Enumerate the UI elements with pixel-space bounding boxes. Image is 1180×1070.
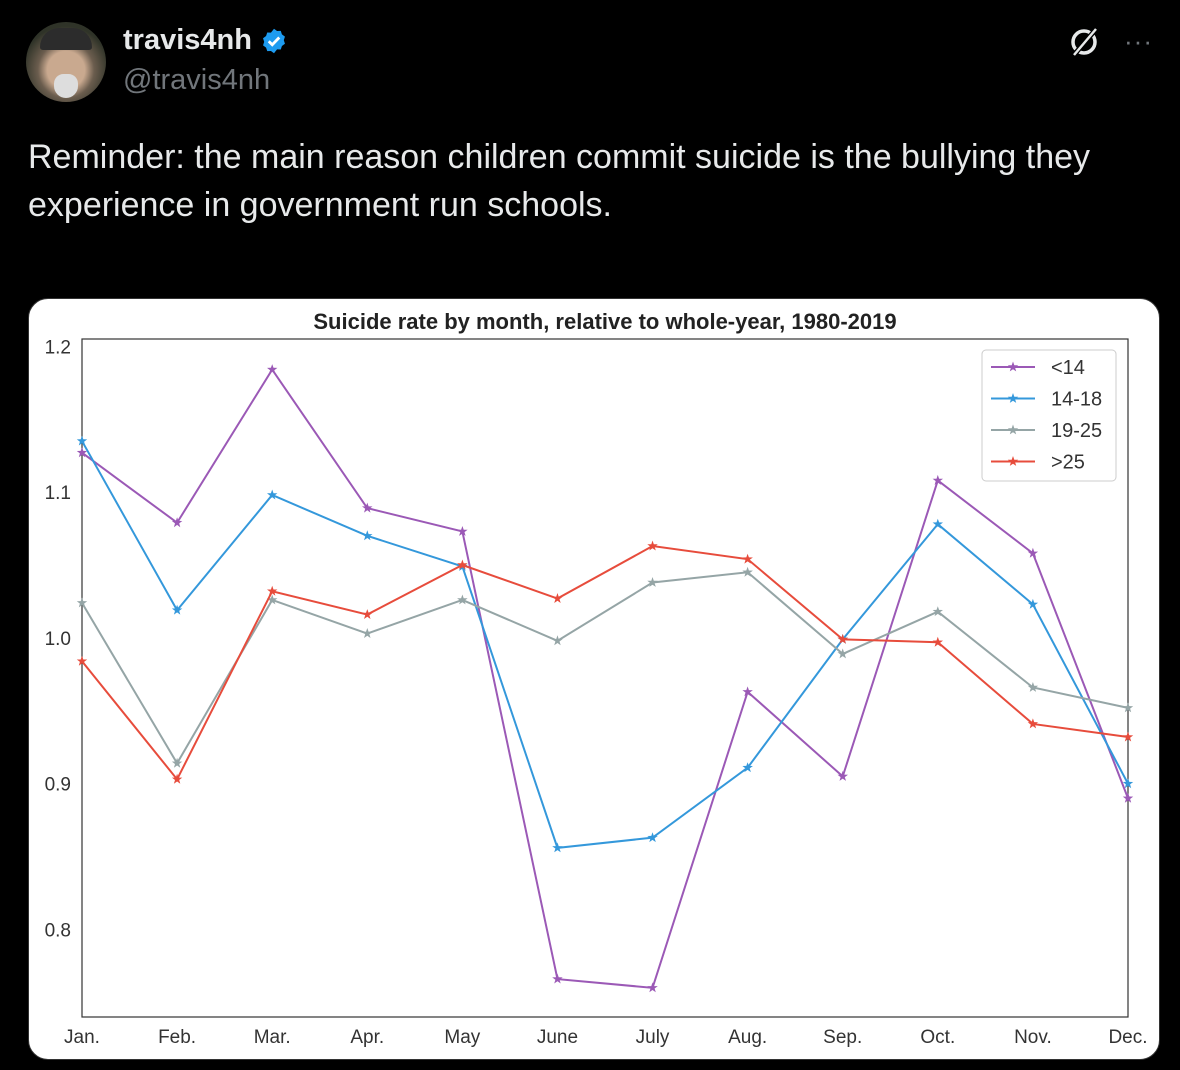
data-point	[362, 628, 373, 638]
data-point	[171, 604, 183, 615]
data-point	[647, 540, 658, 551]
data-point	[1027, 598, 1039, 609]
data-point	[837, 770, 848, 781]
data-point	[267, 489, 278, 500]
data-point	[552, 593, 563, 603]
data-point	[1027, 682, 1039, 692]
data-point	[932, 518, 943, 529]
data-point	[742, 686, 753, 697]
data-point	[742, 762, 753, 773]
more-icon[interactable]: ···	[1124, 26, 1153, 56]
legend-marker	[1007, 361, 1019, 372]
y-tick-label: 1.1	[45, 483, 71, 504]
data-point	[362, 609, 373, 619]
x-tick-label: May	[444, 1027, 480, 1048]
handle[interactable]: @travis4nh	[123, 64, 271, 96]
data-point	[552, 973, 563, 984]
data-point	[932, 636, 943, 647]
x-tick-label: Feb.	[158, 1027, 196, 1048]
data-point	[457, 559, 468, 570]
legend-label: <14	[1051, 357, 1085, 379]
legend-marker	[1007, 424, 1019, 435]
chart-image[interactable]: Suicide rate by month, relative to whole…	[28, 298, 1160, 1060]
data-point	[1122, 702, 1134, 713]
data-point	[76, 655, 88, 666]
data-point	[647, 577, 658, 587]
x-tick-label: Aug.	[728, 1027, 767, 1048]
chart-title: Suicide rate by month, relative to whole…	[313, 309, 896, 334]
y-tick-label: 1.2	[45, 337, 71, 358]
legend-marker	[1007, 393, 1019, 403]
x-tick-label: Nov.	[1014, 1027, 1052, 1048]
data-point	[457, 594, 468, 605]
data-point	[267, 364, 278, 375]
legend-marker	[1007, 456, 1019, 466]
x-tick-label: June	[537, 1027, 578, 1048]
data-point	[457, 526, 468, 536]
data-point	[837, 648, 848, 659]
y-tick-label: 0.8	[45, 921, 71, 942]
x-tick-label: Oct.	[920, 1027, 955, 1048]
legend-label: 14-18	[1051, 389, 1102, 411]
data-point	[647, 982, 658, 993]
x-tick-label: Mar.	[254, 1027, 291, 1048]
data-point	[267, 594, 278, 605]
y-tick-label: 1.0	[45, 629, 71, 650]
series-line-14-18	[81, 440, 1129, 849]
data-point	[837, 633, 848, 644]
data-point	[647, 832, 658, 843]
legend-label: >25	[1051, 452, 1085, 474]
data-point	[76, 435, 88, 446]
data-point	[1027, 718, 1039, 729]
data-point	[1122, 778, 1134, 789]
y-tick-label: 0.9	[45, 775, 71, 796]
x-tick-label: Apr.	[350, 1027, 384, 1048]
data-point	[76, 597, 88, 608]
verified-badge-icon	[262, 28, 285, 53]
data-point	[932, 606, 943, 617]
line-chart: Suicide rate by month, relative to whole…	[45, 309, 1148, 1048]
x-tick-label: Sep.	[823, 1027, 862, 1048]
data-point	[1122, 731, 1134, 742]
plot-area	[81, 338, 1129, 1018]
tweet-text: Reminder: the main reason children commi…	[28, 138, 1091, 224]
x-tick-label: Dec.	[1108, 1027, 1147, 1048]
data-point	[552, 635, 563, 646]
series-line-19-25	[81, 571, 1129, 766]
data-point	[742, 553, 753, 564]
series-line-<14	[81, 367, 1129, 989]
data-point	[1122, 792, 1134, 803]
legend-box	[981, 349, 1117, 482]
display-name[interactable]: travis4nh	[123, 24, 288, 57]
data-point	[552, 842, 563, 853]
data-point	[171, 757, 183, 768]
data-point	[742, 566, 753, 577]
data-point	[171, 517, 183, 528]
data-point	[932, 474, 943, 485]
data-point	[1027, 547, 1039, 558]
avatar[interactable]	[26, 22, 106, 102]
data-point	[267, 585, 278, 596]
data-point	[362, 502, 373, 513]
grok-icon[interactable]	[1066, 24, 1102, 60]
x-tick-label: July	[636, 1027, 670, 1048]
data-point	[362, 530, 373, 541]
series-line->25	[81, 545, 1129, 782]
x-tick-label: Jan.	[64, 1027, 100, 1048]
data-point	[76, 447, 88, 458]
display-name-text: travis4nh	[123, 24, 252, 56]
legend-label: 19-25	[1051, 420, 1102, 442]
data-point	[171, 773, 183, 784]
